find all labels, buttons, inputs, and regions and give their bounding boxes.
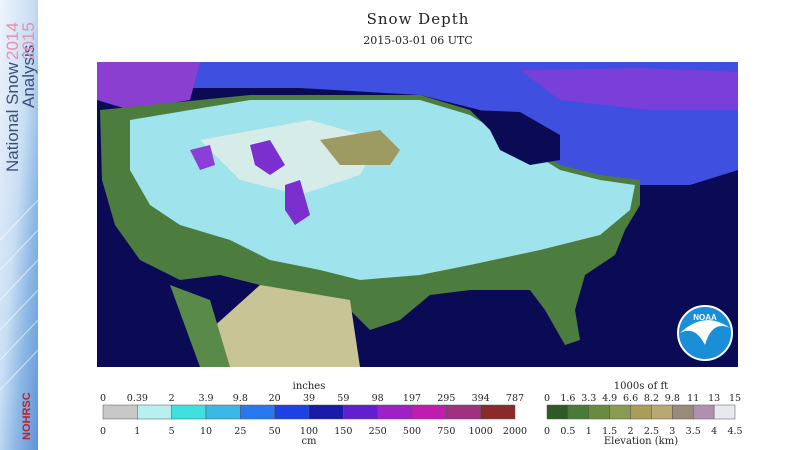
legend-tick-label: 100 xyxy=(300,426,318,437)
legend-tick-label: 500 xyxy=(403,426,421,437)
legend-tick-label: 11 xyxy=(687,393,699,404)
legend-tick-label: 4 xyxy=(711,426,717,437)
sidebar-year: 2015 xyxy=(19,22,38,60)
legend-swatch xyxy=(713,404,736,420)
mexico xyxy=(210,285,360,367)
legend-tick-label: 0 xyxy=(100,426,106,437)
legend-tick-label: 6.6 xyxy=(623,393,638,404)
legend-tick-label: 25 xyxy=(234,426,246,437)
sidebar-year: 2014 xyxy=(3,22,22,60)
canada-deep-snow xyxy=(520,68,738,110)
legend-tick-label: 10 xyxy=(200,426,212,437)
canada-deep-snow xyxy=(97,62,200,110)
baja xyxy=(170,285,230,367)
legend-swatch xyxy=(137,404,172,420)
legend-tick-label: 1.5 xyxy=(602,426,617,437)
legend-tick-label: 4.5 xyxy=(727,426,742,437)
noaa-logo: NOAA xyxy=(677,305,733,361)
legend-swatch xyxy=(672,404,694,420)
sidebar-title: National Snow xyxy=(3,62,22,172)
sidebar-title: Analysis xyxy=(19,45,38,108)
legend-tick-label: 3.5 xyxy=(686,426,701,437)
legend-tick-label: 1000 xyxy=(469,426,493,437)
legend-tick-label: 15 xyxy=(729,393,741,404)
deep-snow xyxy=(250,140,285,175)
legend-swatch xyxy=(274,404,310,420)
sidebar xyxy=(0,0,38,450)
legend-unit: 1000s of ft xyxy=(614,381,668,392)
legend-tick-label: 39 xyxy=(303,393,315,404)
legend-tick-label: 394 xyxy=(472,393,490,404)
legend-tick-label: 4.9 xyxy=(602,393,617,404)
legend-tick-label: 98 xyxy=(372,393,384,404)
legend-swatch xyxy=(446,404,481,420)
title: Snow Depth xyxy=(367,10,470,28)
legend-tick-label: 50 xyxy=(269,426,281,437)
legend-tick-label: 0 xyxy=(100,393,106,404)
legend-tick-label: 0 xyxy=(544,426,550,437)
legend-swatch xyxy=(692,404,715,420)
legend-tick-label: 1 xyxy=(586,426,592,437)
legend-tick-label: 3 xyxy=(669,426,675,437)
legend-unit: inches xyxy=(293,381,326,392)
legend-tick-label: 13 xyxy=(708,393,720,404)
legend-swatch xyxy=(609,404,631,420)
legend-tick-label: 0.5 xyxy=(560,426,575,437)
deep-snow xyxy=(285,180,310,225)
legend-swatch xyxy=(546,404,569,420)
sidebar-logo: NOHRSC xyxy=(21,392,33,440)
legend-tick-label: 9.8 xyxy=(233,393,248,404)
deep-snow xyxy=(190,145,215,170)
noaa-label: NOAA xyxy=(693,313,717,322)
legend-swatch xyxy=(377,404,413,420)
legend-unit: Elevation (km) xyxy=(604,436,678,447)
legend-swatch xyxy=(171,404,207,420)
legend-tick-label: 2.5 xyxy=(644,426,659,437)
legend-tick-label: 750 xyxy=(437,426,455,437)
legend-tick-label: 20 xyxy=(269,393,281,404)
legend-swatch xyxy=(308,404,344,420)
legend-swatch xyxy=(588,404,610,420)
legend-tick-label: 2000 xyxy=(503,426,527,437)
legend-swatch xyxy=(205,404,241,420)
legend-swatch xyxy=(651,404,673,420)
sidebar-texture xyxy=(0,199,39,391)
legend-tick-label: 9.8 xyxy=(665,393,680,404)
legend-tick-label: 150 xyxy=(334,426,352,437)
legend-tick-label: 2 xyxy=(628,426,634,437)
legend-swatch xyxy=(102,404,138,420)
bare-plains xyxy=(320,130,400,165)
legend-swatch xyxy=(411,404,447,420)
legend-swatch xyxy=(567,404,590,420)
legend-unit: cm xyxy=(301,436,317,447)
legend-tick-label: 295 xyxy=(437,393,455,404)
legend-tick-label: 250 xyxy=(369,426,387,437)
legend-tick-label: 3.9 xyxy=(198,393,213,404)
timestamp: 2015-03-01 06 UTC xyxy=(363,34,472,47)
legend-tick-label: 1 xyxy=(134,426,140,437)
great-lakes xyxy=(470,110,560,165)
legend-swatch xyxy=(240,404,275,420)
legend-tick-label: 197 xyxy=(403,393,421,404)
legend-tick-label: 1.6 xyxy=(560,393,575,404)
legend-swatch xyxy=(630,404,652,420)
legend-swatch xyxy=(480,404,516,420)
legend-tick-label: 3.3 xyxy=(581,393,596,404)
legend-tick-label: 5 xyxy=(169,426,175,437)
legend-tick-label: 787 xyxy=(506,393,524,404)
legend-tick-label: 59 xyxy=(337,393,349,404)
legend-tick-label: 2 xyxy=(169,393,175,404)
legend-tick-label: 0 xyxy=(544,393,550,404)
legend-tick-label: 8.2 xyxy=(644,393,659,404)
map: NOAA xyxy=(97,62,738,367)
legend-swatch xyxy=(343,404,378,420)
legend-tick-label: 0.39 xyxy=(127,393,148,404)
